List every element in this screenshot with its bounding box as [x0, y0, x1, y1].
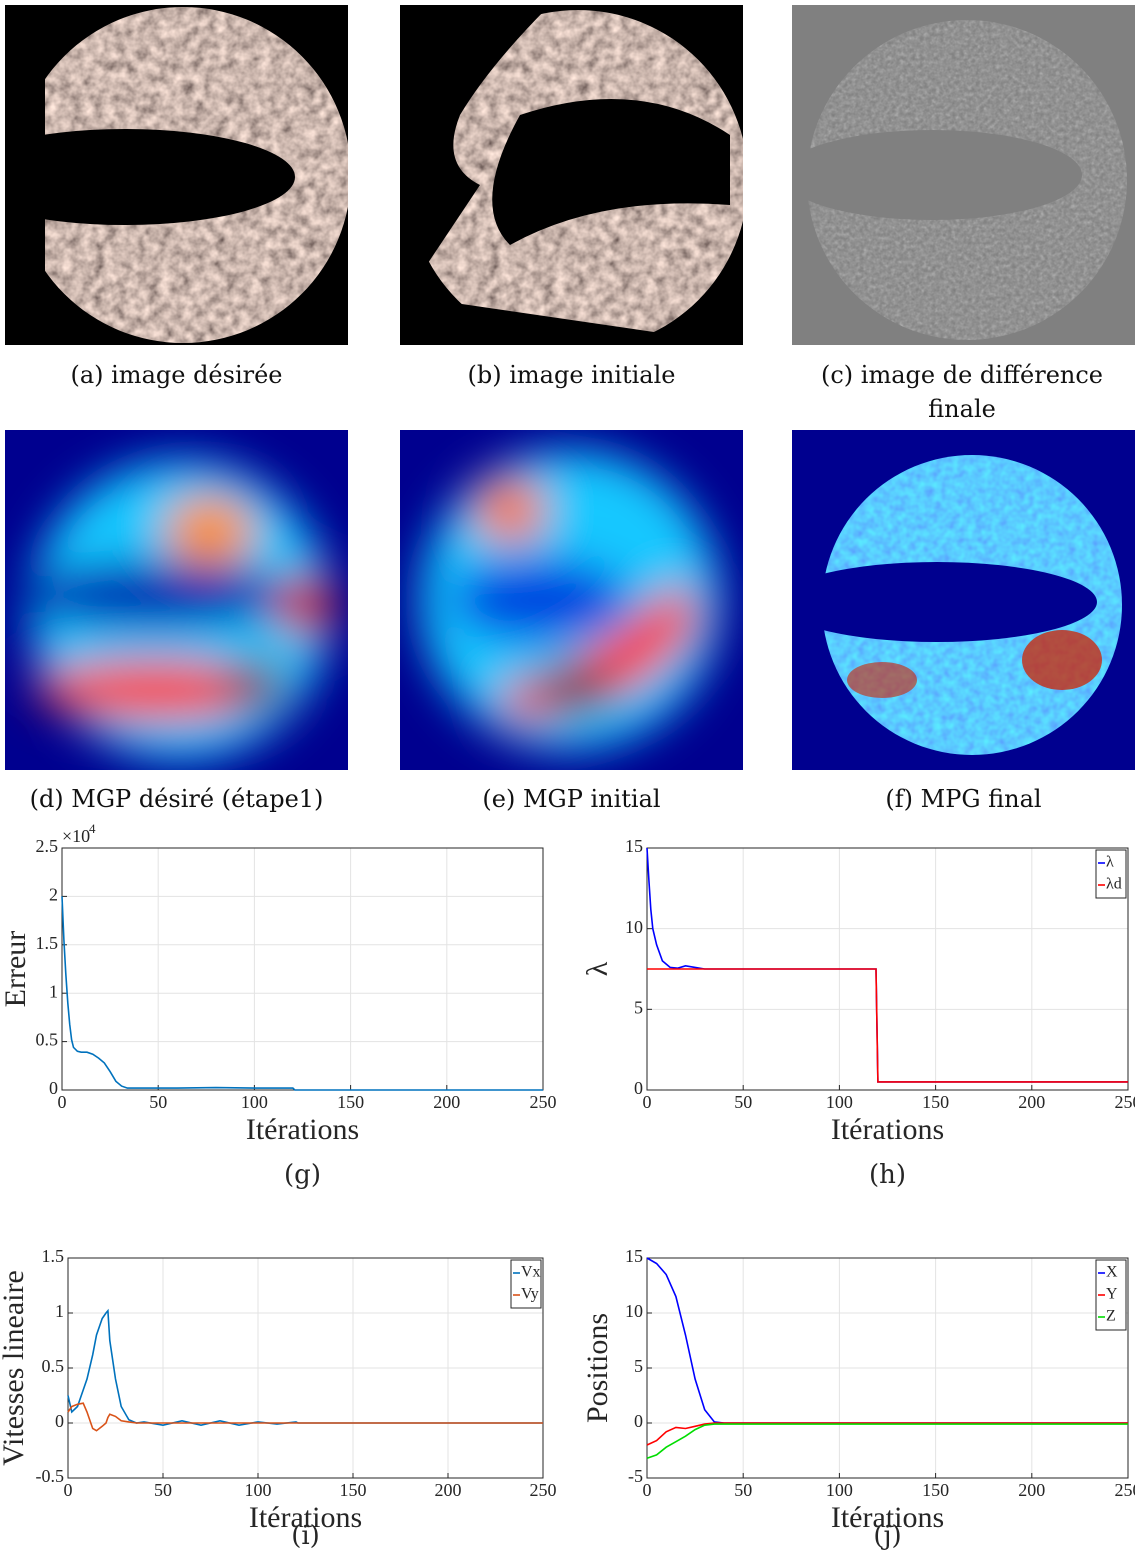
x-tick-label: 100 [241, 1092, 268, 1112]
y-tick-label: 0.5 [42, 1356, 65, 1376]
caption: (f) MPG final [885, 785, 1042, 813]
x-tick-label: 200 [435, 1480, 462, 1500]
x-tick-label: 50 [734, 1480, 752, 1500]
y-tick-label: 1.5 [36, 933, 59, 953]
data-line [646, 1423, 1128, 1459]
x-tick-label: 200 [433, 1092, 460, 1112]
x-tick-label: 100 [826, 1480, 853, 1500]
axis-multiplier-exponent: 4 [89, 821, 96, 836]
y-tick-label: -5 [628, 1466, 643, 1486]
caption: (e) MGP initial [482, 785, 661, 813]
plot-area [62, 848, 543, 1090]
legend-box [510, 1259, 542, 1309]
y-tick-label: 1 [55, 1301, 64, 1321]
x-axis-label: Itérations [249, 1501, 362, 1534]
y-tick-label: 0 [55, 1411, 64, 1431]
caption: (i) [291, 1521, 320, 1550]
x-tick-label: 100 [826, 1092, 853, 1112]
x-axis-label: Itérations [831, 1501, 944, 1534]
legend-label: Y [1106, 1286, 1118, 1303]
y-tick-label: 0 [49, 1078, 58, 1098]
legend-label: X [1106, 1264, 1118, 1281]
y-tick-label: 0.5 [36, 1030, 59, 1050]
axis-multiplier: ×10 [62, 826, 90, 846]
x-tick-label: 50 [149, 1092, 167, 1112]
legend-label: Z [1106, 1308, 1116, 1325]
x-tick-label: 100 [245, 1480, 272, 1500]
y-tick-label: 2 [49, 885, 58, 905]
y-tick-label: 5 [634, 1356, 643, 1376]
x-tick-label: 200 [1018, 1480, 1045, 1500]
x-tick-label: 0 [643, 1480, 652, 1500]
x-tick-label: 50 [154, 1480, 172, 1500]
y-tick-label: 10 [625, 917, 643, 937]
caption: (g) [284, 1160, 321, 1190]
legend-label: λ [1106, 854, 1114, 871]
x-tick-label: 0 [643, 1092, 652, 1112]
heatmap-initial [400, 430, 743, 770]
x-tick-label: 150 [340, 1480, 367, 1500]
x-tick-label: 150 [922, 1480, 949, 1500]
y-tick-label: 1 [49, 981, 58, 1001]
data-line [61, 896, 543, 1091]
axes-frame [646, 1257, 1129, 1479]
y-tick-label: 15 [625, 836, 643, 856]
x-tick-label: 0 [58, 1092, 67, 1112]
x-tick-label: 150 [337, 1092, 364, 1112]
y-axis-label: Positions [581, 1313, 614, 1423]
y-tick-label: 0 [634, 1078, 643, 1098]
data-line [67, 1402, 543, 1432]
x-tick-label: 50 [734, 1092, 752, 1112]
x-tick-label: 150 [922, 1092, 949, 1112]
legend-label: λd [1106, 876, 1122, 893]
y-axis-label: Vitesses lineaire [0, 1270, 30, 1466]
caption: (d) MGP désiré (étape1) [29, 785, 324, 813]
caption: (b) image initiale [467, 361, 676, 389]
legend-label: Vx [521, 1264, 541, 1281]
caption: (c) image de différence finale [821, 361, 1103, 423]
legend-box [1095, 1259, 1127, 1331]
x-tick-label: 200 [1018, 1092, 1045, 1112]
caption: (j) [873, 1521, 901, 1550]
x-axis-label: Itérations [246, 1113, 359, 1146]
image-initial [400, 5, 743, 345]
x-tick-label: 250 [1115, 1480, 1135, 1500]
legend-box [1095, 849, 1127, 899]
x-tick-label: 250 [1115, 1092, 1135, 1112]
caption: (a) image désirée [70, 361, 283, 389]
x-axis-label: Itérations [831, 1113, 944, 1146]
x-tick-label: 250 [530, 1092, 557, 1112]
image-desired [5, 5, 348, 345]
x-tick-label: 250 [530, 1480, 557, 1500]
y-axis-label: Erreur [0, 931, 32, 1008]
data-line [646, 1422, 1128, 1446]
y-tick-label: 1.5 [42, 1246, 65, 1266]
y-tick-label: 0 [634, 1411, 643, 1431]
y-tick-label: -0.5 [36, 1466, 65, 1486]
image-difference [792, 5, 1135, 345]
y-axis-label: λ [581, 961, 614, 976]
x-tick-label: 0 [64, 1480, 73, 1500]
y-tick-label: 15 [625, 1246, 643, 1266]
y-tick-label: 5 [634, 997, 643, 1017]
heatmap-final [792, 430, 1135, 770]
caption: (h) [869, 1160, 906, 1190]
axes-frame [67, 1257, 544, 1479]
y-tick-label: 10 [625, 1301, 643, 1321]
data-line [647, 968, 1128, 1083]
heatmap-desired [5, 430, 348, 770]
legend-label: Vy [521, 1286, 539, 1303]
y-tick-label: 2.5 [36, 836, 59, 856]
